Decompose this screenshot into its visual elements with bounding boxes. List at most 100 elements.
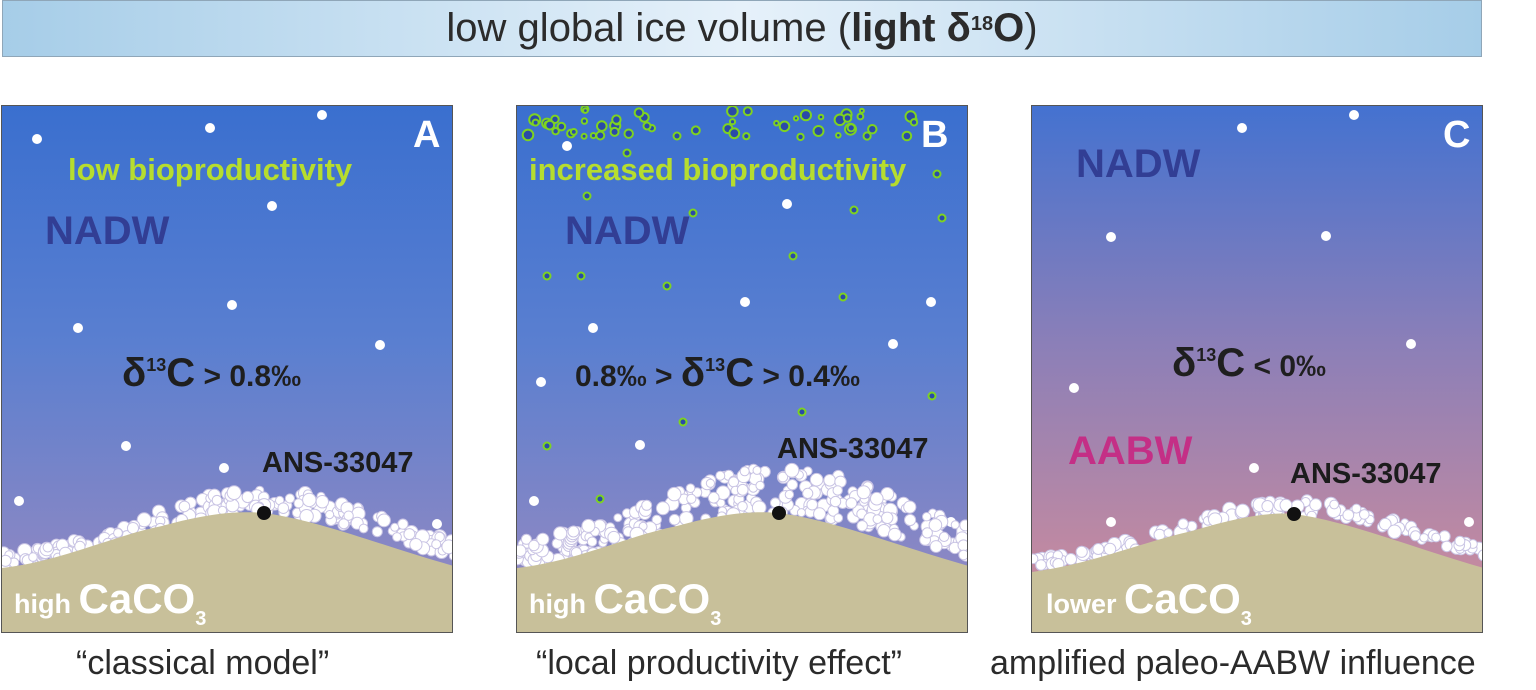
plankton-ring [544, 119, 556, 131]
ooze-particle [737, 501, 748, 512]
ooze-particle [567, 525, 580, 538]
ooze-particle [581, 518, 596, 533]
ooze-particle [809, 472, 824, 487]
panel-c-caco3: lower CaCO3 [1046, 575, 1252, 630]
plankton-ring [678, 417, 688, 427]
plankton-ring [742, 106, 753, 117]
plankton-ring [812, 125, 825, 137]
ooze-particle [929, 540, 943, 553]
plankton-ring [556, 121, 567, 132]
panel-b-graphics [517, 106, 967, 632]
ooze-particle [517, 544, 527, 557]
plankton-ring [582, 107, 589, 114]
ooze-particle [870, 491, 884, 506]
plankton-ring [580, 132, 588, 140]
panel-c-d13c-suffix: < 0‰ [1245, 350, 1327, 383]
ooze-particle [928, 518, 943, 532]
plankton-ring [726, 106, 739, 118]
ooze-particle [957, 539, 967, 552]
ooze-particle [777, 471, 789, 483]
ooze-particle [217, 505, 228, 515]
ooze-particle [823, 474, 837, 487]
banner-bold-suffix: O [993, 6, 1025, 50]
ooze-particle [938, 531, 950, 542]
ooze-particle [959, 519, 967, 532]
ooze-particle [1261, 500, 1274, 513]
ooze-particle [390, 522, 400, 532]
ooze-particle [904, 513, 917, 527]
plankton-ring [542, 271, 552, 281]
ooze-particle [686, 493, 697, 504]
ooze-particle [358, 523, 369, 534]
ooze-particle [739, 466, 750, 477]
panel-b-nadw: NADW [565, 209, 690, 253]
panel-a-caco3-adj: high [14, 589, 71, 619]
ooze-particle [685, 483, 696, 494]
panel-c-seafloor [1032, 513, 1482, 632]
plankton-ring [728, 127, 741, 140]
ooze-particle [1329, 499, 1340, 510]
panel-c-caco3-formula: CaCO [1124, 575, 1241, 622]
ooze-particle [888, 527, 902, 542]
plankton-ring [688, 208, 698, 218]
plankton-ring [611, 114, 622, 125]
panel-c-falling-particles [1069, 110, 1474, 527]
ooze-particle [277, 502, 290, 515]
ooze-particle [613, 513, 623, 523]
ooze-particle [211, 494, 223, 506]
panel-b-core-site-marker [772, 506, 786, 520]
panel-a-falling-particles [14, 110, 442, 529]
ooze-particle [315, 495, 329, 509]
plankton-ring [551, 127, 560, 136]
plankton-ring [835, 132, 842, 139]
ooze-particle [755, 480, 765, 491]
panel-b-d13c-suffix: > 0.4‰ [754, 360, 860, 393]
plankton-ring [576, 271, 586, 281]
ooze-particle [371, 526, 383, 538]
panel-b-caco3-adj: high [529, 589, 586, 619]
ooze-particle [284, 493, 295, 504]
ooze-particle [829, 495, 842, 508]
panel-a-graphics [2, 110, 452, 632]
ooze-particle [441, 539, 452, 555]
ooze-particle [1177, 518, 1189, 530]
ooze-particle [1075, 545, 1088, 558]
ooze-particle [813, 507, 827, 521]
ooze-particle [1309, 498, 1323, 512]
ooze-particle [958, 549, 967, 561]
plankton-ring [622, 148, 632, 158]
panel-b-d13c-sup: 13 [705, 355, 726, 375]
ooze-particle [409, 538, 423, 552]
panel-a-core-site-marker [257, 506, 271, 520]
ooze-particle [921, 527, 933, 539]
ooze-particle [1351, 503, 1362, 514]
ooze-particle [302, 492, 317, 508]
ooze-particle [1092, 543, 1105, 555]
ooze-particle [520, 533, 532, 545]
ooze-particle [715, 470, 726, 481]
ooze-particle [856, 485, 871, 500]
plankton-ring [799, 109, 812, 122]
ooze-particle [377, 513, 391, 528]
panel-c-d13c-c: C [1216, 341, 1246, 385]
plankton-ring [580, 117, 589, 125]
caption-panel-a: “classical model” [76, 644, 330, 682]
panel-c-aabw: AABW [1068, 429, 1193, 473]
ooze-particle [1477, 549, 1482, 562]
ooze-particle [226, 485, 242, 501]
ooze-particle [1441, 540, 1453, 553]
ooze-particle [126, 522, 140, 535]
plankton-ring [595, 494, 605, 504]
ooze-particle [736, 483, 749, 496]
panel-b-d13c-prefix: 0.8‰ > [575, 360, 681, 393]
panel-a-bioproductivity: low bioproductivity [68, 152, 353, 187]
plankton-ring [937, 213, 947, 223]
ooze-particle [950, 520, 960, 530]
ooze-particle [872, 514, 883, 525]
ooze-particle [1032, 553, 1039, 565]
panel-a-station-label: ANS-33047 [262, 447, 414, 479]
ooze-particle [802, 487, 814, 499]
banner-text-bold: light δ [851, 6, 971, 50]
ooze-particle [607, 530, 621, 544]
plankton-ring [858, 107, 865, 114]
